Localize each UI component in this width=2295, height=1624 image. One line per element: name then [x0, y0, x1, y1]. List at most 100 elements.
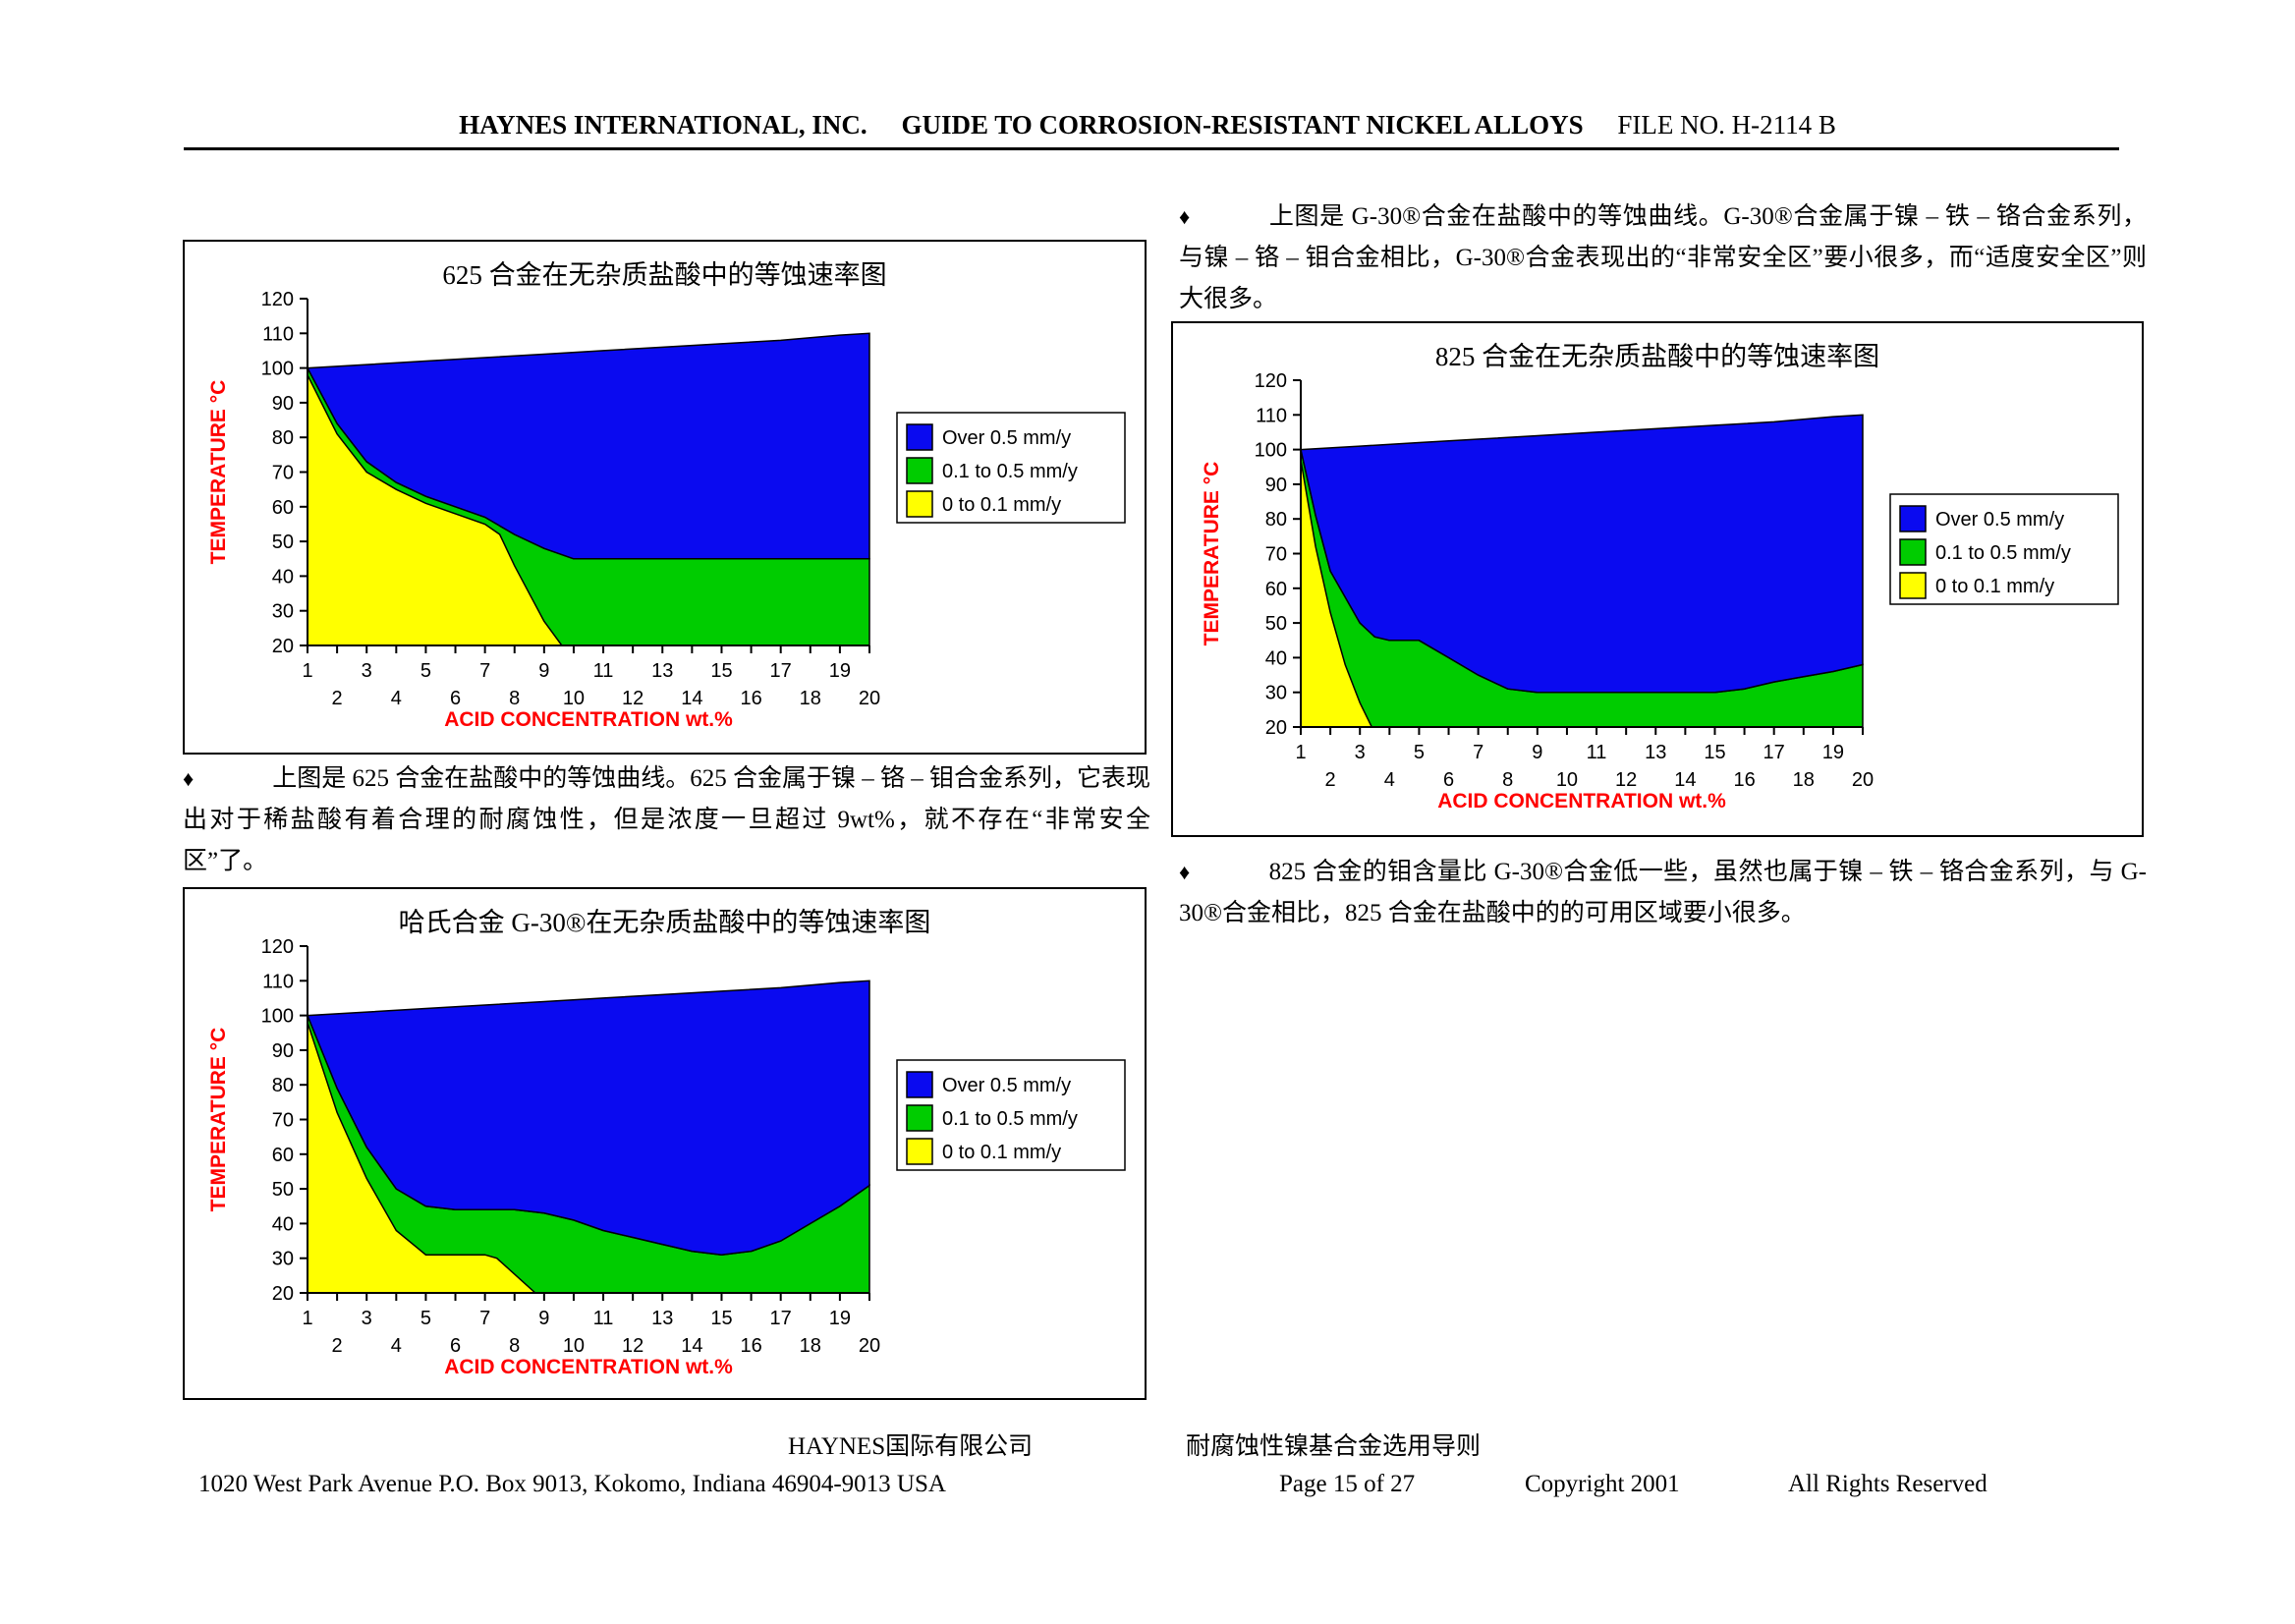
bullet-icon: ♦	[183, 766, 195, 791]
x-tick-label: 7	[479, 660, 490, 682]
x-tick-label: 3	[1354, 742, 1365, 763]
x-tick-label: 1	[1295, 742, 1306, 763]
x-tick-label: 2	[332, 688, 343, 709]
x-tick-label: 10	[563, 1335, 585, 1357]
paragraph-825-text: 825 合金的钼含量比 G-30®合金低一些，虽然也属于镍 – 铁 – 铬合金系…	[1179, 859, 2147, 926]
footer-page-number: Page 15 of 27	[1279, 1471, 1416, 1497]
x-tick-label: 2	[1324, 769, 1335, 791]
x-tick-label: 8	[1502, 769, 1513, 791]
x-tick-label: 19	[829, 1308, 851, 1329]
x-tick-label: 14	[1674, 769, 1696, 791]
y-tick-label: 70	[272, 463, 294, 484]
legend-swatch	[1898, 505, 1927, 532]
region-high-corrosion	[306, 980, 870, 1256]
x-tick-label: 17	[770, 1308, 792, 1329]
x-tick-label: 14	[681, 1335, 702, 1357]
x-tick-label: 20	[859, 688, 880, 709]
x-tick-label: 9	[1532, 742, 1542, 763]
chart-825-box: 825 合金在无杂质盐酸中的等蚀速率图 120 110 100 90 80 70 60 50 4…	[1171, 321, 2144, 837]
x-tick-label: 8	[509, 1335, 520, 1357]
legend-label: Over 0.5 mm/y	[1935, 509, 2064, 531]
x-tick-label: 1	[302, 1308, 312, 1329]
y-tick-label: 90	[1264, 475, 1286, 496]
paragraph-825: ♦ 825 合金的钼含量比 G-30®合金低一些，虽然也属于镍 – 铁 – 铬合金…	[1179, 852, 2147, 934]
chart-825-title: 825 合金在无杂质盐酸中的等蚀速率图	[1434, 342, 1880, 371]
x-tick-label: 9	[538, 1308, 549, 1329]
x-tick-label: 13	[651, 660, 673, 682]
y-tick-label: 20	[272, 636, 294, 657]
y-tick-label: 20	[1264, 717, 1286, 739]
y-tick-label: 70	[272, 1110, 294, 1132]
footer-rights: All Rights Reserved	[1788, 1471, 1987, 1497]
x-tick-label: 6	[1442, 769, 1453, 791]
x-tick-label: 16	[740, 1335, 761, 1357]
x-axis-title: ACID CONCENTRATION wt.%	[444, 708, 733, 731]
region-high-corrosion	[1299, 414, 1864, 694]
x-tick-label: 11	[593, 1308, 614, 1329]
x-tick-label: 4	[391, 688, 402, 709]
x-tick-label: 3	[362, 660, 372, 682]
x-tick-label: 10	[563, 688, 585, 709]
x-tick-label: 8	[509, 688, 520, 709]
legend-swatch	[906, 457, 933, 484]
bullet-icon: ♦	[1179, 860, 1191, 884]
y-tick-label: 80	[272, 1075, 294, 1096]
x-tick-label: 1	[302, 660, 312, 682]
bullet-icon: ♦	[1179, 204, 1191, 229]
x-tick-label: 14	[681, 688, 702, 709]
legend-box	[896, 412, 1126, 524]
y-tick-label: 110	[1256, 405, 1287, 426]
legend-label: 0.1 to 0.5 mm/y	[942, 1108, 1078, 1130]
y-tick-label: 90	[272, 1040, 294, 1062]
footer-company-cn: HAYNES国际有限公司	[788, 1433, 1034, 1460]
y-tick-label: 100	[1254, 440, 1286, 462]
chart-625-title: 625 合金在无杂质盐酸中的等蚀速率图	[442, 260, 887, 290]
chart-625-box: 625 合金在无杂质盐酸中的等蚀速率图 120 110 100 90 80 70 60 50 4…	[183, 240, 1147, 755]
x-tick-label: 2	[332, 1335, 343, 1357]
x-tick-label: 9	[538, 660, 549, 682]
x-tick-label: 10	[1555, 769, 1577, 791]
y-tick-label: 30	[1264, 683, 1286, 704]
x-tick-label: 5	[420, 660, 431, 682]
y-tick-label: 50	[272, 1179, 294, 1201]
y-tick-label: 50	[272, 532, 294, 553]
paragraph-625: ♦ 上图是 625 合金在盐酸中的等蚀曲线。625 合金属于镍 – 铬 – 钼合金…	[183, 758, 1150, 882]
y-tick-label: 120	[261, 936, 294, 958]
x-tick-label: 4	[391, 1335, 402, 1357]
y-tick-label: 30	[272, 1249, 294, 1270]
paragraph-625-text: 上图是 625 合金在盐酸中的等蚀曲线。625 合金属于镍 – 铬 – 钼合金系…	[183, 765, 1150, 874]
x-tick-label: 11	[1586, 742, 1606, 763]
x-tick-label: 13	[1645, 742, 1666, 763]
y-tick-label: 120	[1254, 370, 1286, 392]
page-header: HAYNES INTERNATIONAL, INC. GUIDE TO CORR…	[0, 110, 2295, 140]
x-tick-label: 16	[740, 688, 761, 709]
header-file-no: FILE NO. H-2114 B	[1617, 110, 1836, 140]
x-tick-label: 20	[859, 1335, 880, 1357]
y-tick-label: 80	[1264, 509, 1286, 531]
x-axis-title: ACID CONCENTRATION wt.%	[1437, 790, 1726, 812]
x-tick-label: 18	[1792, 769, 1814, 791]
legend-label: 0 to 0.1 mm/y	[942, 494, 1061, 516]
x-tick-label: 12	[622, 1335, 644, 1357]
y-axis-title: TEMPERATURE °C	[207, 1028, 230, 1212]
x-tick-label: 15	[710, 660, 732, 682]
paragraph-g30: ♦ 上图是 G-30®合金在盐酸中的等蚀曲线。G-30®合金属于镍 – 铁 – 铬…	[1179, 196, 2147, 320]
x-tick-label: 7	[479, 1308, 490, 1329]
header-guide-title: GUIDE TO CORROSION-RESISTANT NICKEL ALLO…	[901, 110, 1584, 140]
y-tick-label: 60	[1264, 579, 1286, 600]
x-tick-label: 12	[622, 688, 644, 709]
x-tick-label: 18	[800, 688, 821, 709]
region-high-corrosion	[306, 332, 870, 560]
y-tick-label: 110	[262, 323, 294, 345]
y-tick-label: 110	[262, 971, 294, 992]
x-tick-label: 15	[710, 1308, 732, 1329]
y-tick-label: 60	[272, 497, 294, 519]
y-tick-label: 80	[272, 427, 294, 449]
legend-swatch	[906, 1104, 933, 1132]
x-tick-label: 13	[651, 1308, 673, 1329]
x-tick-label: 17	[1763, 742, 1784, 763]
x-tick-label: 12	[1615, 769, 1637, 791]
x-tick-label: 11	[593, 660, 614, 682]
x-tick-label: 3	[362, 1308, 372, 1329]
